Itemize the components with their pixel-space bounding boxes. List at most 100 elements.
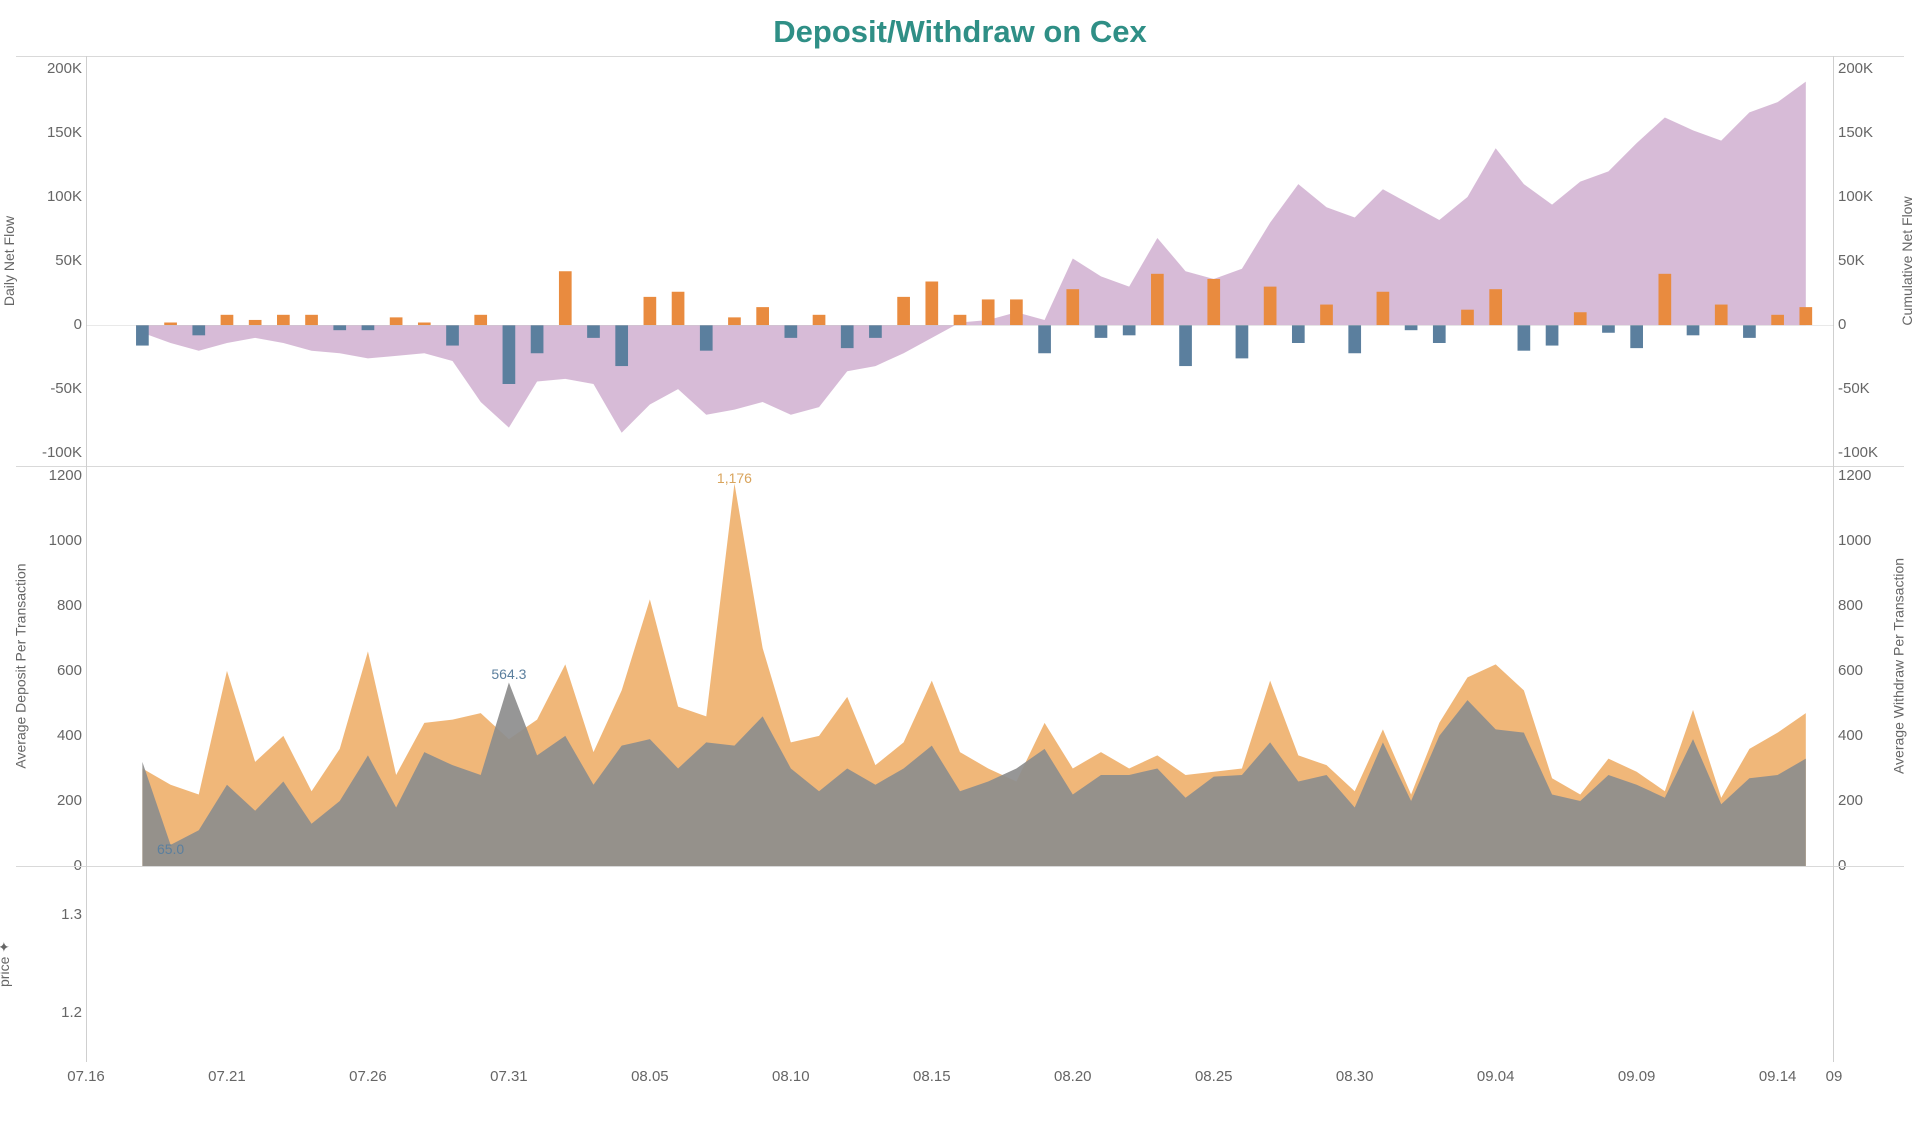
net-flow-bar xyxy=(305,315,318,325)
data-annotation: 1,176 xyxy=(717,470,752,486)
x-tick-label: 08.20 xyxy=(1054,1068,1092,1085)
net-flow-bar xyxy=(672,292,685,325)
x-tick-label: 09.04 xyxy=(1477,1068,1515,1085)
net-flow-bar xyxy=(1771,315,1784,325)
net-flow-bar xyxy=(1658,274,1671,325)
y-tick-label: -50K xyxy=(50,380,82,397)
net-flow-bar xyxy=(1518,325,1531,351)
y-axis-label-right: Cumulative Net Flow xyxy=(1899,196,1915,325)
net-flow-bar xyxy=(1095,325,1108,338)
x-tick-label: 08.25 xyxy=(1195,1068,1233,1085)
net-flow-bar xyxy=(1574,312,1587,325)
y-axis-label-left: price ✦ xyxy=(0,941,13,987)
x-tick-label: 08.30 xyxy=(1336,1068,1374,1085)
net-flow-bar xyxy=(1123,325,1136,335)
net-flow-bar xyxy=(700,325,713,351)
net-flow-bar xyxy=(1630,325,1643,348)
net-flow-bar xyxy=(1546,325,1559,346)
x-axis-plot: 07.1607.2107.2607.3108.0508.1008.1508.20… xyxy=(86,1062,1834,1102)
net-flow-bar xyxy=(1264,287,1277,325)
yaxis-line-left xyxy=(86,866,87,1062)
y-tick-label: 1000 xyxy=(49,532,82,549)
net-flow-bar xyxy=(1433,325,1446,343)
net-flow-bar xyxy=(869,325,882,338)
net-flow-bar xyxy=(728,317,741,325)
net-flow-bar xyxy=(390,317,403,325)
net-flow-bar xyxy=(1715,305,1728,326)
x-tick-label: 07.21 xyxy=(208,1068,246,1085)
plot-net-flow xyxy=(86,56,1834,466)
y-tick-label: 400 xyxy=(1838,727,1863,744)
net-flow-bar xyxy=(1207,279,1220,325)
y-tick-label: 100K xyxy=(47,188,82,205)
net-flow-bar xyxy=(1461,310,1474,325)
net-flow-bar xyxy=(897,297,910,325)
x-tick-label: 08.10 xyxy=(772,1068,810,1085)
y-tick-label: 150K xyxy=(47,124,82,141)
y-tick-label: -100K xyxy=(42,444,82,461)
y-tick-label: 1000 xyxy=(1838,532,1871,549)
net-flow-bar xyxy=(277,315,290,325)
net-flow-bar xyxy=(644,297,657,325)
y-axis-label-right: Average Withdraw Per Transaction xyxy=(1890,558,1906,774)
y-tick-label: 1200 xyxy=(1838,467,1871,484)
y-tick-label: 0 xyxy=(1838,316,1846,333)
net-flow-bar xyxy=(1602,325,1615,333)
net-flow-bar xyxy=(587,325,600,338)
net-flow-bar xyxy=(982,299,995,325)
y-tick-label: 600 xyxy=(57,662,82,679)
net-flow-bar xyxy=(192,325,205,335)
y-axis-label-left: Daily Net Flow xyxy=(1,216,17,306)
zero-line xyxy=(86,325,1834,326)
plot-price xyxy=(86,866,1834,1062)
net-flow-bar xyxy=(1236,325,1249,358)
y-axis-label-left: Average Deposit Per Transaction xyxy=(13,563,29,768)
plot-avg-txn: 564.3 1,176 65.0 xyxy=(86,466,1834,866)
y-tick-label: 100K xyxy=(1838,188,1873,205)
panel-price: 1.2 1.3 price ✦ xyxy=(0,866,1920,1062)
net-flow-bar xyxy=(446,325,459,346)
x-tick-label: 07.16 xyxy=(67,1068,105,1085)
chart-panels: -100K-50K050K100K150K200K-100K-50K050K10… xyxy=(0,56,1920,1102)
x-tick-label: 09.14 xyxy=(1759,1068,1797,1085)
net-flow-bar xyxy=(1743,325,1756,338)
data-annotation: 65.0 xyxy=(157,841,184,857)
net-flow-bar xyxy=(784,325,797,338)
avg-txn-svg xyxy=(86,466,1834,866)
y-tick-label: 50K xyxy=(55,252,82,269)
y-tick-label: 150K xyxy=(1838,124,1873,141)
net-flow-bar xyxy=(615,325,628,366)
net-flow-bar xyxy=(531,325,544,353)
y-tick-label: 800 xyxy=(57,597,82,614)
net-flow-bar xyxy=(1348,325,1361,353)
net-flow-bar xyxy=(1038,325,1051,353)
x-tick-label: 07.31 xyxy=(490,1068,528,1085)
net-flow-bar xyxy=(503,325,516,384)
net-flow-bar xyxy=(1151,274,1164,325)
y-tick-label: -50K xyxy=(1838,380,1870,397)
net-flow-bar xyxy=(1292,325,1305,343)
y-tick-label: 1.3 xyxy=(61,906,82,923)
data-annotation: 564.3 xyxy=(491,666,526,682)
x-tick-label: 09.09 xyxy=(1618,1068,1656,1085)
y-tick-label: -100K xyxy=(1838,444,1878,461)
net-flow-bar xyxy=(1066,289,1079,325)
y-tick-label: 0 xyxy=(74,316,82,333)
net-flow-bar xyxy=(1010,299,1023,325)
y-tick-label: 1.2 xyxy=(61,1004,82,1021)
net-flow-bar xyxy=(954,315,967,325)
net-flow-bar xyxy=(559,271,572,325)
yaxis-line-right xyxy=(1833,866,1834,1062)
net-flow-bar xyxy=(813,315,826,325)
net-flow-bar xyxy=(841,325,854,348)
panel-avg-txn: 564.31,17665.0 0200400600800100012000200… xyxy=(0,466,1920,866)
x-tick-label: 07.26 xyxy=(349,1068,387,1085)
y-tick-label: 600 xyxy=(1838,662,1863,679)
net-flow-bar xyxy=(1320,305,1333,326)
x-axis: 07.1607.2107.2607.3108.0508.1008.1508.20… xyxy=(0,1062,1920,1102)
net-flow-bar xyxy=(1799,307,1812,325)
net-flow-bar xyxy=(474,315,487,325)
net-flow-bar xyxy=(1687,325,1700,335)
net-flow-bar xyxy=(925,282,938,326)
x-tick-label: 09 xyxy=(1826,1068,1843,1085)
